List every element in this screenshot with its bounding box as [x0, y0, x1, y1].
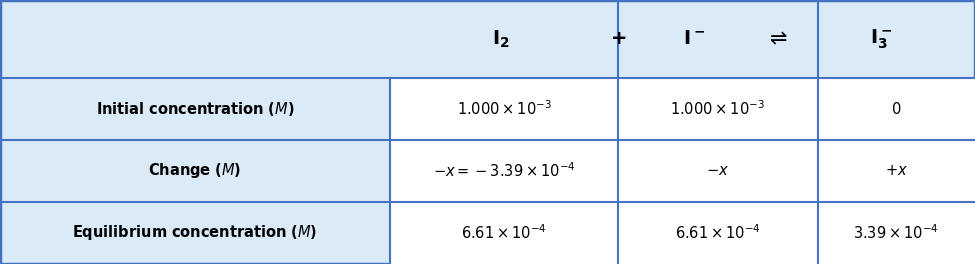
- Text: $-x = -3.39 \times 10^{-4}$: $-x = -3.39 \times 10^{-4}$: [433, 162, 575, 180]
- Text: $6.61 \times 10^{-4}$: $6.61 \times 10^{-4}$: [461, 224, 547, 242]
- Text: $1.000 \times 10^{-3}$: $1.000 \times 10^{-3}$: [671, 100, 765, 118]
- Text: $\mathbf{I_3^-}$: $\mathbf{I_3^-}$: [871, 27, 892, 51]
- Text: $\rightleftharpoons$: $\rightleftharpoons$: [764, 29, 788, 49]
- Text: $\mathbf{Equilibrium\ concentration\ (\mathit{M})}$: $\mathbf{Equilibrium\ concentration\ (\m…: [72, 224, 318, 242]
- FancyBboxPatch shape: [817, 140, 975, 202]
- FancyBboxPatch shape: [817, 78, 975, 140]
- FancyBboxPatch shape: [390, 140, 618, 202]
- FancyBboxPatch shape: [390, 78, 618, 140]
- Text: $\mathbf{+}$: $\mathbf{+}$: [610, 30, 626, 48]
- FancyBboxPatch shape: [618, 140, 817, 202]
- Text: $\mathbf{I_2}$: $\mathbf{I_2}$: [492, 28, 510, 50]
- Text: $\mathbf{I^-}$: $\mathbf{I^-}$: [683, 30, 705, 48]
- Text: $6.61 \times 10^{-4}$: $6.61 \times 10^{-4}$: [675, 224, 760, 242]
- Text: $\mathbf{Change\ (\mathit{M})}$: $\mathbf{Change\ (\mathit{M})}$: [148, 162, 242, 180]
- FancyBboxPatch shape: [817, 202, 975, 264]
- Text: $+x$: $+x$: [884, 163, 908, 178]
- Text: $\mathbf{Initial\ concentration\ (\mathit{M})}$: $\mathbf{Initial\ concentration\ (\mathi…: [96, 100, 294, 118]
- Text: $1.000 \times 10^{-3}$: $1.000 \times 10^{-3}$: [456, 100, 552, 118]
- Text: $-x$: $-x$: [706, 163, 729, 178]
- Text: $3.39 \times 10^{-4}$: $3.39 \times 10^{-4}$: [853, 224, 939, 242]
- Text: $0$: $0$: [891, 101, 902, 117]
- FancyBboxPatch shape: [390, 202, 618, 264]
- FancyBboxPatch shape: [618, 202, 817, 264]
- FancyBboxPatch shape: [618, 78, 817, 140]
